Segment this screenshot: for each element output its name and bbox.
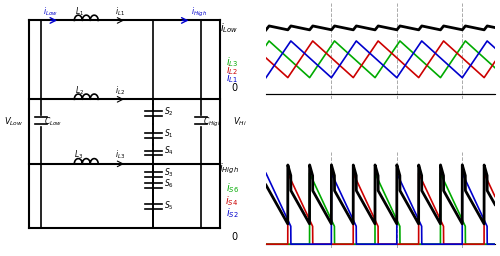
Text: $i_{L3}$: $i_{L3}$ <box>226 55 238 69</box>
Text: $i_{L2}$: $i_{L2}$ <box>226 63 238 77</box>
Text: $C_{High}$: $C_{High}$ <box>203 116 222 129</box>
Text: $i_{L2}$: $i_{L2}$ <box>114 84 124 97</box>
Text: $i_{L1}$: $i_{L1}$ <box>226 71 238 85</box>
Text: $i_{L1}$: $i_{L1}$ <box>114 5 124 18</box>
Text: $C_{Low}$: $C_{Low}$ <box>44 115 62 128</box>
Text: $i_{High}$: $i_{High}$ <box>190 6 206 19</box>
Text: $i_{Low}$: $i_{Low}$ <box>43 5 58 18</box>
Text: $V_{Low}$: $V_{Low}$ <box>4 115 23 128</box>
Text: $0$: $0$ <box>231 81 238 93</box>
Text: $0$: $0$ <box>231 230 238 242</box>
Text: $L_3$: $L_3$ <box>74 149 84 161</box>
Text: $i_{L3}$: $i_{L3}$ <box>114 149 125 161</box>
Text: $L_1$: $L_1$ <box>74 5 84 18</box>
Text: $V_{Hi}$: $V_{Hi}$ <box>234 115 247 128</box>
Text: $S_3$: $S_3$ <box>164 167 174 179</box>
Text: $S_2$: $S_2$ <box>164 105 173 118</box>
Text: $S_4$: $S_4$ <box>164 145 174 157</box>
Text: $S_6$: $S_6$ <box>164 177 174 190</box>
Text: $i_{S6}$: $i_{S6}$ <box>226 181 238 195</box>
Text: $i_{S4}$: $i_{S4}$ <box>226 194 238 208</box>
Text: $i_{Low}$: $i_{Low}$ <box>220 21 238 35</box>
Text: $i_{High}$: $i_{High}$ <box>218 162 238 176</box>
Text: $i_{S2}$: $i_{S2}$ <box>226 206 238 220</box>
Text: $L_2$: $L_2$ <box>74 84 84 97</box>
Text: $S_1$: $S_1$ <box>164 127 173 140</box>
Text: $S_5$: $S_5$ <box>164 199 173 211</box>
